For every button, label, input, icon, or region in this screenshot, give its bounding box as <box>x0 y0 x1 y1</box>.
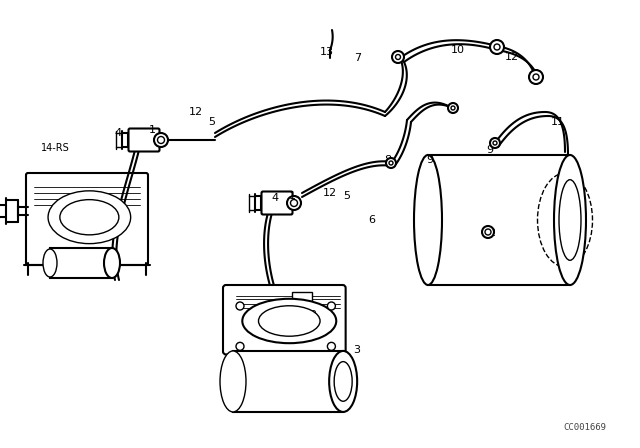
Circle shape <box>386 158 396 168</box>
Circle shape <box>154 133 168 147</box>
Ellipse shape <box>243 299 336 343</box>
Text: 12: 12 <box>323 188 337 198</box>
Ellipse shape <box>220 351 246 412</box>
Circle shape <box>448 103 458 113</box>
Text: 13: 13 <box>320 47 334 57</box>
Text: 9: 9 <box>426 155 433 165</box>
Text: 5: 5 <box>344 191 351 201</box>
Bar <box>428 155 570 285</box>
Text: 1: 1 <box>148 125 156 135</box>
Text: 4: 4 <box>115 128 122 138</box>
Circle shape <box>291 199 298 207</box>
Circle shape <box>451 106 455 110</box>
Text: 12: 12 <box>505 52 519 62</box>
Text: 9: 9 <box>486 145 493 155</box>
Ellipse shape <box>329 351 357 412</box>
Circle shape <box>396 55 401 60</box>
Text: 8: 8 <box>385 155 392 165</box>
Text: 12: 12 <box>189 107 203 117</box>
Ellipse shape <box>559 180 581 260</box>
Text: CC001669: CC001669 <box>563 422 607 431</box>
Ellipse shape <box>60 200 119 235</box>
Text: 4: 4 <box>271 193 278 203</box>
Bar <box>292 292 312 306</box>
Circle shape <box>529 70 543 84</box>
Circle shape <box>482 226 494 238</box>
Circle shape <box>328 302 335 310</box>
Bar <box>50 248 112 278</box>
Text: 5: 5 <box>209 117 216 127</box>
Text: 2: 2 <box>309 310 317 320</box>
Circle shape <box>490 138 500 148</box>
Text: 11: 11 <box>551 117 565 127</box>
Circle shape <box>533 74 539 80</box>
Ellipse shape <box>554 155 586 285</box>
Circle shape <box>328 342 335 350</box>
Circle shape <box>236 342 244 350</box>
Ellipse shape <box>414 155 442 285</box>
Circle shape <box>490 40 504 54</box>
Circle shape <box>485 229 491 235</box>
Ellipse shape <box>48 191 131 244</box>
Text: 7: 7 <box>355 53 362 63</box>
Bar <box>233 351 343 413</box>
Circle shape <box>236 302 244 310</box>
Circle shape <box>392 51 404 63</box>
FancyBboxPatch shape <box>26 173 148 265</box>
Circle shape <box>157 137 164 143</box>
Text: 6: 6 <box>369 215 376 225</box>
Text: 10: 10 <box>451 45 465 55</box>
FancyBboxPatch shape <box>262 191 292 215</box>
Text: 1: 1 <box>289 191 296 201</box>
Text: 3: 3 <box>353 345 360 355</box>
Ellipse shape <box>43 249 57 277</box>
FancyBboxPatch shape <box>129 129 159 151</box>
Circle shape <box>493 141 497 145</box>
Ellipse shape <box>334 362 352 401</box>
Ellipse shape <box>538 173 593 267</box>
Text: 14-RS: 14-RS <box>40 143 69 153</box>
Text: 12: 12 <box>483 228 497 238</box>
Circle shape <box>389 161 393 165</box>
Ellipse shape <box>259 306 320 336</box>
Circle shape <box>494 44 500 50</box>
FancyBboxPatch shape <box>223 285 346 354</box>
Circle shape <box>287 196 301 210</box>
Ellipse shape <box>104 248 120 278</box>
